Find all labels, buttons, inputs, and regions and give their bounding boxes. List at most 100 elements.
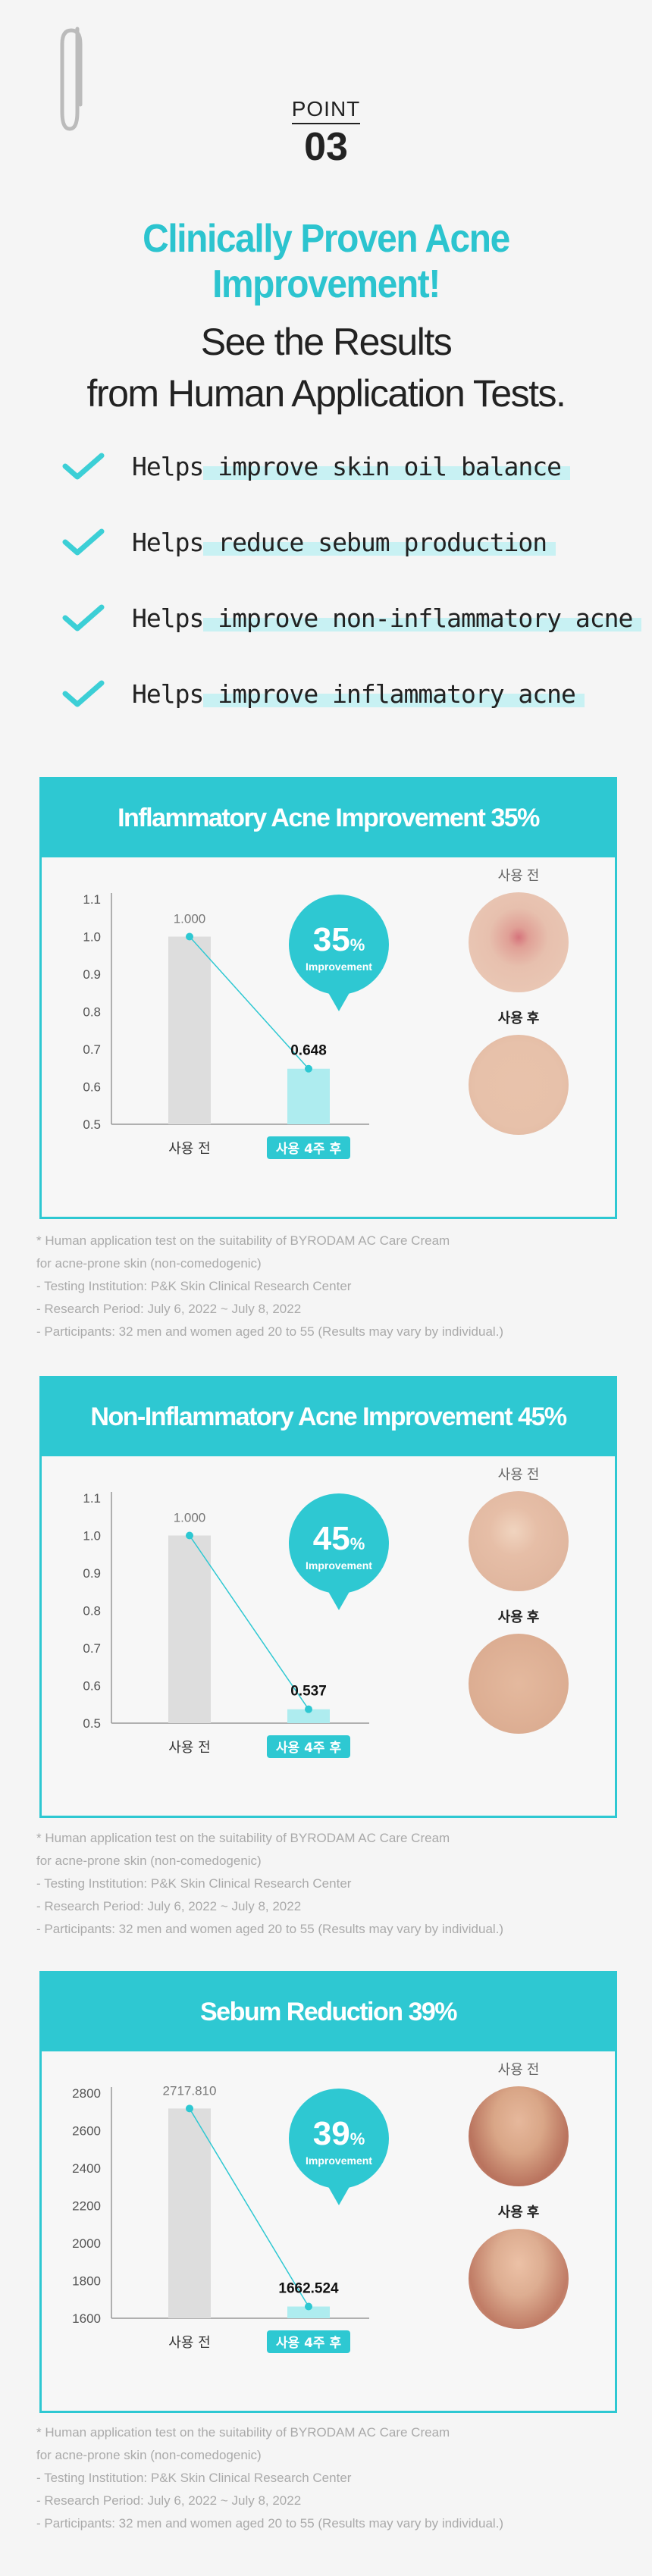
badge-percent: 35% <box>313 921 365 958</box>
y-tick-label: 2800 <box>72 2086 101 2101</box>
y-tick-label: 1.0 <box>83 930 101 945</box>
y-tick-label: 1.1 <box>83 892 101 907</box>
y-tick-label: 0.8 <box>83 1005 101 1020</box>
badge-percent: 39% <box>313 2115 365 2152</box>
benefit-item: Helps improve inflammatory acne <box>61 656 637 732</box>
badge-tail <box>327 2184 351 2205</box>
photo-comparison: 사용 전 사용 후 <box>454 2059 583 2344</box>
headline-line-1: See the Results <box>200 321 453 363</box>
improvement-badge <box>289 2089 389 2189</box>
photo-after-caption: 사용 후 <box>497 1609 540 1625</box>
bar-chart: 1.1 1.0 0.9 0.8 0.7 0.6 0.5 1.000 0.648 사용 전 사용 4주… <box>83 892 389 1159</box>
y-tick-label: 1800 <box>72 2274 101 2289</box>
y-tick-label: 2400 <box>72 2161 101 2176</box>
trend-line <box>189 1535 309 1710</box>
benefit-text: Helps reduce sebum production <box>127 528 556 557</box>
value-label: 0.648 <box>290 1043 327 1059</box>
y-tick-label: 1.1 <box>83 1491 101 1506</box>
point-number: 03 <box>304 125 348 169</box>
photo-comparison: 사용 전 사용 후 <box>454 1464 583 1749</box>
test-note: * Human application test on the suitabil… <box>36 1831 504 1936</box>
skin-photo-before <box>469 2086 569 2186</box>
data-point <box>186 932 193 941</box>
checkmark-icon <box>62 604 105 631</box>
category-pill <box>267 1735 350 1758</box>
benefit-text: Helps improve non-inflammatory acne <box>127 603 642 633</box>
value-label: 2717.810 <box>163 2083 217 2098</box>
bar <box>168 1535 211 1723</box>
y-tick-label: 0.9 <box>83 1566 101 1581</box>
category-pill <box>267 2330 350 2353</box>
x-category-label: 사용 전 <box>168 1141 210 1157</box>
y-tick-label: 0.5 <box>83 1117 101 1132</box>
skin-photo-after <box>469 2229 569 2329</box>
value-label: 1.000 <box>174 912 206 926</box>
test-note: * Human application test on the suitabil… <box>36 1233 504 1339</box>
checkmark-icon <box>62 453 105 480</box>
y-tick-label: 0.7 <box>83 1042 101 1057</box>
skin-photo-after <box>469 1634 569 1734</box>
point-label: POINT <box>291 97 361 124</box>
badge-label: Improvement <box>306 1559 372 1572</box>
y-tick-label: 0.8 <box>83 1604 101 1619</box>
photo-after-caption: 사용 후 <box>497 2205 540 2220</box>
benefit-item: Helps improve non-inflammatory acne <box>61 580 642 656</box>
result-card-non-inflammatory: Non-Inflammatory Acne Improvement 45% 1.… <box>39 1376 617 1818</box>
trend-line <box>189 935 309 1070</box>
y-tick-label: 0.6 <box>83 1080 101 1095</box>
improvement-badge <box>289 895 389 995</box>
data-point <box>186 1531 193 1540</box>
skin-photo-before <box>469 1491 569 1591</box>
bar <box>168 936 211 1124</box>
headline: Clinically Proven Acne Improvement! See … <box>0 216 652 419</box>
photo-after-caption: 사용 후 <box>497 1011 540 1026</box>
value-label: 1.000 <box>174 1511 206 1525</box>
y-tick-label: 0.5 <box>83 1716 101 1731</box>
bar <box>287 1709 330 1723</box>
value-label: 0.537 <box>290 1684 327 1700</box>
checkmark-icon <box>62 528 105 556</box>
skin-photo-before <box>469 892 569 992</box>
data-point <box>305 1705 312 1713</box>
improvement-badge <box>289 1493 389 1594</box>
headline-title: Clinically Proven Acne Improvement! <box>143 217 510 306</box>
category-pill <box>267 1136 350 1159</box>
x-category-label: 사용 4주 후 <box>276 2335 342 2351</box>
benefit-text: Helps improve inflammatory acne <box>127 679 585 709</box>
photo-before-caption: 사용 전 <box>497 2062 540 2077</box>
test-note: * Human application test on the suitabil… <box>36 2425 504 2531</box>
data-point <box>186 2104 193 2113</box>
benefit-item: Helps reduce sebum production <box>61 504 637 580</box>
x-category-label: 사용 4주 후 <box>276 1141 342 1157</box>
value-label: 1662.524 <box>278 2281 339 2297</box>
photo-before-caption: 사용 전 <box>497 1467 540 1482</box>
badge-label: Improvement <box>306 961 372 973</box>
y-tick-label: 1.0 <box>83 1529 101 1543</box>
point-heading: POINT 03 <box>0 97 652 170</box>
paperclip-icon <box>60 27 83 131</box>
benefit-item: Helps improve skin oil balance <box>61 428 637 504</box>
y-tick-label: 0.9 <box>83 967 101 982</box>
result-card-inflammatory: Inflammatory Acne Improvement 35% 1.1 1.0… <box>39 777 617 1219</box>
y-tick-label: 1600 <box>72 2311 101 2326</box>
y-tick-label: 0.6 <box>83 1679 101 1694</box>
x-category-label: 사용 전 <box>168 1740 210 1756</box>
y-tick-label: 2200 <box>72 2199 101 2214</box>
bar-chart: 1.1 1.0 0.9 0.8 0.7 0.6 0.5 1.000 0.537 사용 전 사용 4주… <box>83 1491 389 1758</box>
y-tick-label: 0.7 <box>83 1641 101 1656</box>
photo-before-caption: 사용 전 <box>497 868 540 883</box>
data-point <box>305 1064 312 1073</box>
x-category-label: 사용 4주 후 <box>276 1740 342 1756</box>
card-title: Sebum Reduction 39% <box>42 1973 615 2051</box>
bar-chart: 2800 2600 2400 2200 2000 1800 1600 2717.810 1662… <box>72 2083 389 2353</box>
benefit-text: Helps improve skin oil balance <box>127 452 571 481</box>
checkmark-icon <box>62 680 105 707</box>
badge-label: Improvement <box>306 2155 372 2167</box>
badge-tail <box>327 990 351 1011</box>
x-category-label: 사용 전 <box>168 2335 210 2351</box>
card-title: Inflammatory Acne Improvement 35% <box>42 779 615 857</box>
bar <box>287 2306 330 2318</box>
bar <box>168 2108 211 2318</box>
trend-line <box>189 2107 309 2307</box>
card-title: Non-Inflammatory Acne Improvement 45% <box>42 1378 615 1456</box>
